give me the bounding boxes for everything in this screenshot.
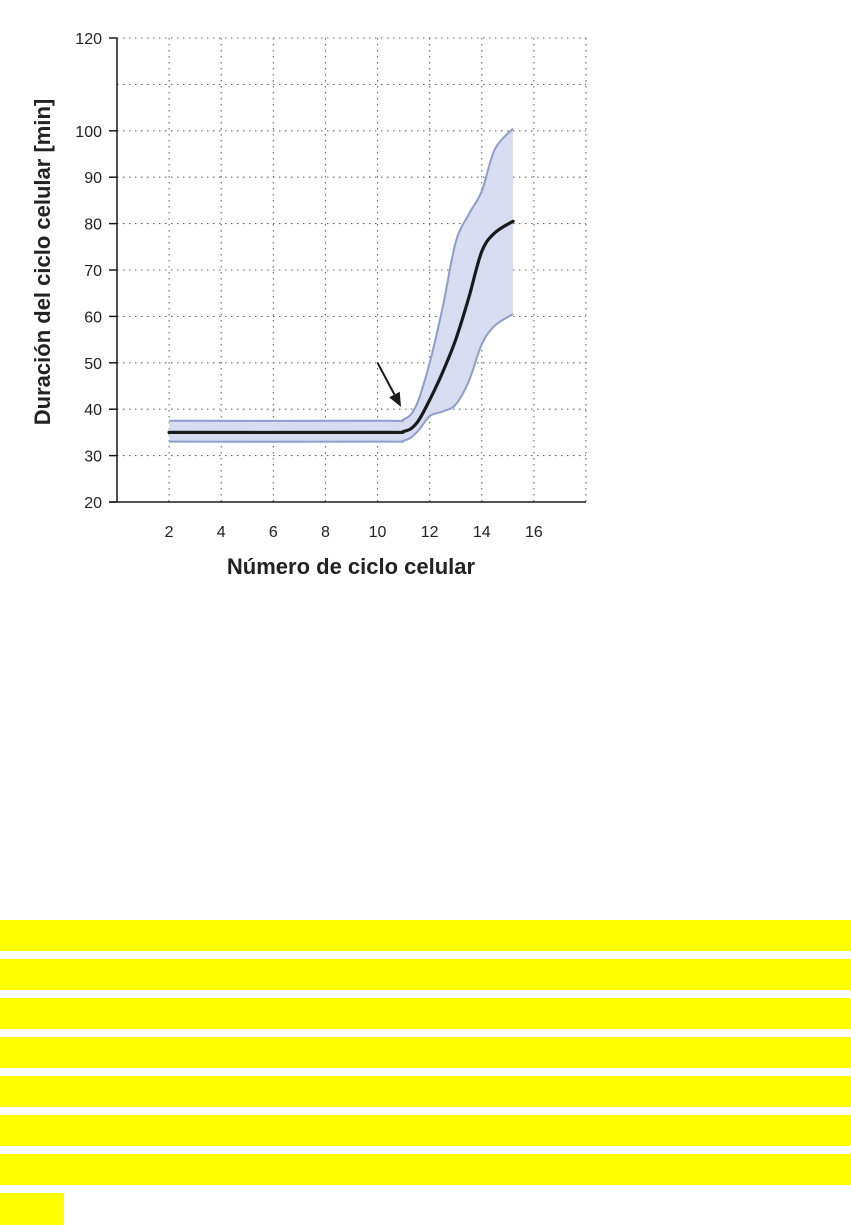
y-tick-label-120: 120 bbox=[75, 31, 102, 48]
y-tick-label-70: 70 bbox=[84, 263, 102, 280]
y-tick-label-40: 40 bbox=[84, 402, 102, 419]
grid bbox=[117, 37, 587, 502]
arrow-shaft bbox=[376, 362, 396, 395]
y-tick-label-50: 50 bbox=[84, 356, 102, 373]
y-tick-label-60: 60 bbox=[84, 309, 102, 326]
y-tick-label-20: 20 bbox=[84, 495, 102, 512]
x-axis-title: Número de ciclo celular bbox=[227, 554, 476, 579]
x-tick-label-14: 14 bbox=[473, 524, 491, 541]
x-tick-label-8: 8 bbox=[321, 524, 330, 541]
x-tick-label-10: 10 bbox=[369, 524, 387, 541]
y-axis-title: Duración del ciclo celular [min] bbox=[30, 99, 55, 425]
y-tick-label-90: 90 bbox=[84, 170, 102, 187]
ticks: 20 30 40 50 60 70 80 90 100 120 2 4 6 8 10 12 14 16 bbox=[75, 31, 543, 541]
arrow-head bbox=[389, 391, 402, 407]
x-tick-label-16: 16 bbox=[525, 524, 543, 541]
y-tick-label-30: 30 bbox=[84, 449, 102, 466]
annotation-arrow bbox=[376, 362, 402, 407]
x-tick-label-6: 6 bbox=[269, 524, 278, 541]
y-tick-label-80: 80 bbox=[84, 217, 102, 234]
x-tick-label-4: 4 bbox=[217, 524, 226, 541]
y-tick-label-100: 100 bbox=[75, 124, 102, 141]
x-tick-label-2: 2 bbox=[165, 524, 174, 541]
x-tick-label-12: 12 bbox=[421, 524, 439, 541]
upper-bound-line bbox=[169, 127, 514, 423]
lower-bound-line bbox=[169, 313, 514, 443]
mean-line bbox=[167, 219, 515, 435]
